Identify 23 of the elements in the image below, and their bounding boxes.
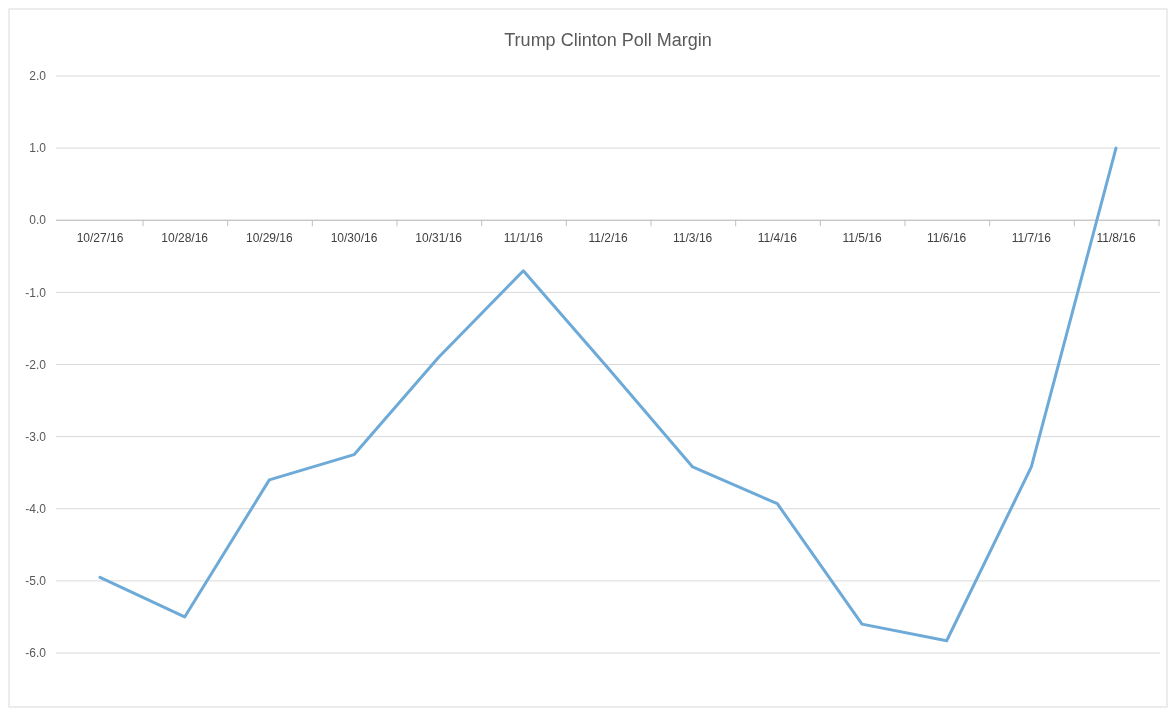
chart-title: Trump Clinton Poll Margin <box>504 30 712 50</box>
x-tick-label: 10/28/16 <box>161 231 209 246</box>
y-tick-label: -3.0 <box>25 429 47 444</box>
y-tick-label: 0.0 <box>29 213 47 228</box>
y-tick-label: -1.0 <box>25 285 47 300</box>
x-tick-label: 11/3/16 <box>673 231 713 246</box>
x-tick-label: 10/27/16 <box>76 231 124 246</box>
y-tick-label: 1.0 <box>29 141 47 156</box>
x-tick-label: 10/29/16 <box>245 231 294 246</box>
y-tick-label: -6.0 <box>25 646 47 661</box>
y-tick-label: -4.0 <box>25 501 47 516</box>
x-tick-label: 11/5/16 <box>842 231 882 246</box>
x-tick-label: 11/8/16 <box>1096 231 1136 246</box>
x-tick-label: 11/7/16 <box>1011 231 1052 246</box>
x-tick-label: 11/6/16 <box>927 231 967 246</box>
x-tick-label: 11/1/16 <box>503 231 544 246</box>
x-tick-label: 10/31/16 <box>415 231 463 246</box>
x-tick-label: 10/30/16 <box>330 231 378 246</box>
x-tick-label: 11/2/16 <box>588 231 628 246</box>
y-tick-label: -2.0 <box>25 357 47 372</box>
y-tick-label: -5.0 <box>25 574 47 589</box>
x-tick-label: 11/4/16 <box>757 231 798 246</box>
y-tick-label: 2.0 <box>29 69 47 84</box>
